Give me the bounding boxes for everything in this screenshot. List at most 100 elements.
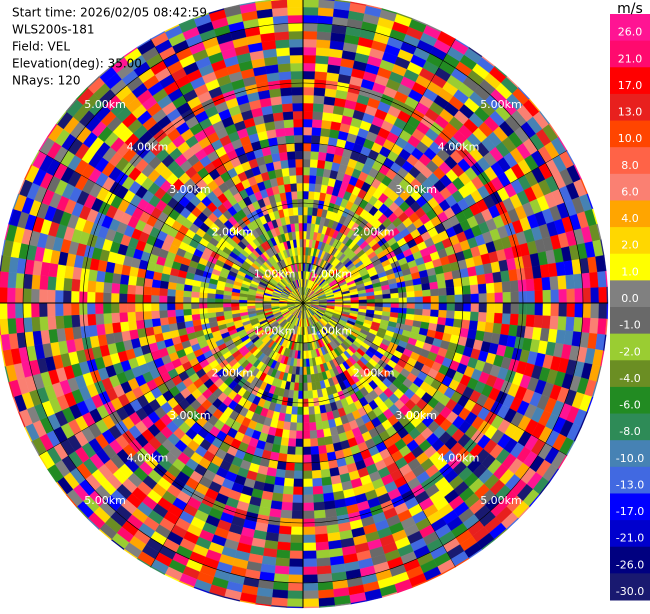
gate: [303, 55, 316, 63]
colorbar: m/s26.021.017.013.010.08.06.04.02.01.00.…: [610, 1, 650, 601]
gate: [436, 273, 445, 282]
gate: [295, 455, 303, 463]
gate: [314, 406, 321, 415]
gate: [207, 308, 215, 313]
gate: [431, 296, 439, 303]
gate: [39, 289, 47, 303]
gate: [415, 303, 423, 309]
gate: [303, 511, 314, 519]
gate: [112, 322, 121, 333]
gate: [477, 274, 486, 284]
gate: [160, 317, 169, 325]
gate: [223, 307, 231, 312]
gate: [312, 390, 318, 399]
gate: [279, 445, 288, 454]
gate: [591, 303, 599, 319]
gate: [303, 551, 316, 559]
gate: [317, 566, 332, 575]
gate: [119, 312, 128, 322]
gate: [439, 296, 447, 304]
gate: [446, 311, 455, 319]
gate: [470, 285, 479, 295]
gate: [303, 95, 314, 103]
gate: [534, 278, 543, 291]
header-line: Elevation(deg): 35.00: [12, 57, 142, 71]
gate: [309, 183, 316, 191]
gate: [314, 510, 326, 519]
gate: [303, 63, 316, 71]
gate: [559, 289, 567, 303]
gate: [317, 437, 325, 446]
gate: [277, 136, 287, 145]
gate: [303, 463, 312, 471]
gate: [312, 470, 322, 479]
gate: [7, 288, 15, 304]
gate: [375, 303, 383, 307]
gate: [111, 283, 120, 294]
gate: [191, 297, 199, 303]
gate: [291, 191, 297, 199]
gate: [423, 296, 431, 303]
gate: [271, 597, 287, 606]
gate: [375, 299, 383, 303]
gate: [31, 303, 39, 317]
gate: [485, 273, 494, 284]
gate: [7, 303, 15, 319]
gate: [307, 375, 312, 383]
gate: [289, 39, 303, 47]
gate: [287, 0, 303, 7]
gate: [589, 272, 598, 288]
gate: [276, 128, 286, 137]
gate: [461, 320, 470, 330]
gate: [151, 311, 160, 319]
gate: [567, 303, 575, 317]
gate: [0, 271, 9, 287]
gate: [303, 183, 309, 191]
range-label: 5.00km: [480, 494, 522, 507]
gate: [175, 309, 184, 316]
gate: [303, 135, 312, 143]
gate: [551, 290, 559, 303]
gate: [143, 286, 152, 295]
gate: [293, 207, 298, 215]
gate: [143, 295, 151, 303]
range-label: 4.00km: [438, 140, 480, 153]
gate: [0, 287, 7, 303]
gate: [231, 306, 239, 310]
gate: [495, 303, 503, 314]
range-label: 2.00km: [353, 367, 395, 380]
gate: [454, 286, 463, 295]
gate: [278, 534, 291, 543]
gate: [303, 223, 307, 231]
gate: [455, 303, 463, 311]
gate: [283, 176, 291, 185]
gate: [273, 112, 284, 121]
gate: [311, 462, 320, 471]
gate: [321, 477, 331, 486]
gate: [47, 276, 56, 290]
gate: [479, 293, 487, 303]
gate: [183, 291, 191, 298]
gate: [526, 315, 535, 328]
gate: [71, 315, 80, 328]
gate: [313, 494, 324, 503]
colorbar-title: m/s: [617, 1, 643, 17]
gate: [191, 308, 199, 314]
gate: [279, 71, 292, 80]
gate: [293, 111, 303, 119]
gate: [191, 303, 199, 309]
gate: [280, 510, 292, 519]
gate: [422, 309, 431, 316]
gate: [295, 223, 300, 231]
gate: [535, 303, 543, 316]
gate: [278, 453, 287, 462]
gate: [462, 285, 471, 294]
gate: [296, 423, 303, 431]
gate: [471, 303, 479, 312]
gate: [0, 319, 9, 335]
header-line: NRays: 120: [12, 74, 81, 88]
gate: [294, 127, 303, 135]
gate: [159, 303, 167, 311]
colorbar-label: -2.0: [619, 345, 640, 358]
gate: [287, 599, 303, 607]
